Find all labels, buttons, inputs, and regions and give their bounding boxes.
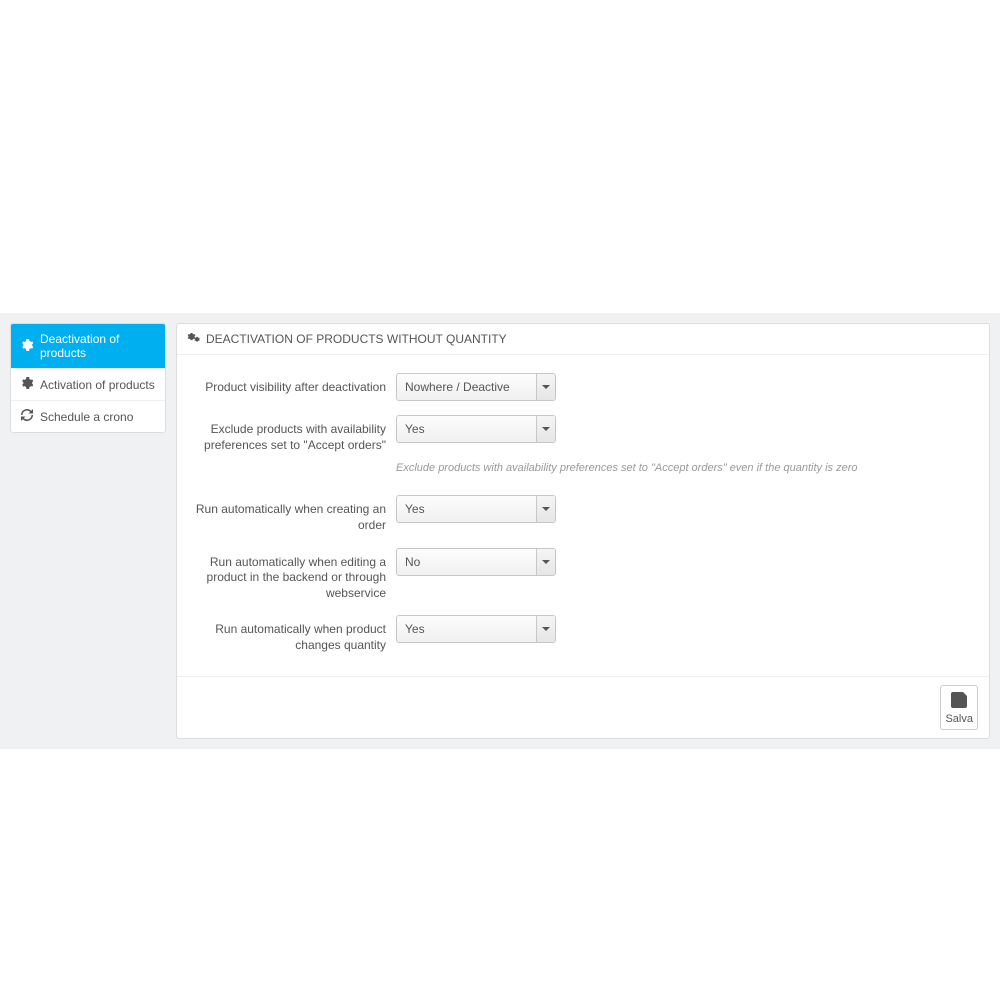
settings-panel: DEACTIVATION OF PRODUCTS WITHOUT QUANTIT… (176, 323, 990, 739)
field-run-on-order: Run automatically when creating an order… (192, 495, 974, 533)
sidebar-item-deactivation[interactable]: Deactivation of products (11, 324, 165, 369)
select-exclude[interactable]: Yes (396, 415, 556, 443)
field-visibility: Product visibility after deactivation No… (192, 373, 974, 401)
field-label: Run automatically when creating an order (192, 495, 386, 533)
help-row: Exclude products with availability prefe… (192, 457, 974, 475)
sidebar-item-activation[interactable]: Activation of products (11, 369, 165, 401)
panel-title: DEACTIVATION OF PRODUCTS WITHOUT QUANTIT… (206, 332, 507, 346)
page-wrap: Deactivation of products Activation of p… (0, 0, 1000, 749)
content-band: Deactivation of products Activation of p… (0, 313, 1000, 749)
select-input[interactable]: Yes (396, 495, 556, 523)
gears-icon (187, 331, 200, 347)
sidebar-item-label: Schedule a crono (40, 410, 133, 424)
panel-footer: Salva (177, 676, 989, 738)
gear-icon (21, 377, 33, 392)
sidebar: Deactivation of products Activation of p… (10, 323, 166, 433)
panel-body: Product visibility after deactivation No… (177, 355, 989, 676)
save-button[interactable]: Salva (940, 685, 978, 730)
field-label: Exclude products with availability prefe… (192, 415, 386, 453)
select-visibility[interactable]: Nowhere / Deactive (396, 373, 556, 401)
field-label: Product visibility after deactivation (192, 373, 386, 396)
select-run-qty[interactable]: Yes (396, 615, 556, 643)
select-input[interactable]: Yes (396, 415, 556, 443)
select-input[interactable]: Yes (396, 615, 556, 643)
sidebar-item-label: Activation of products (40, 378, 155, 392)
field-run-on-qty-change: Run automatically when product changes q… (192, 615, 974, 653)
select-input[interactable]: No (396, 548, 556, 576)
panel-heading: DEACTIVATION OF PRODUCTS WITHOUT QUANTIT… (177, 324, 989, 355)
sidebar-item-label: Deactivation of products (40, 332, 155, 360)
sidebar-item-schedule[interactable]: Schedule a crono (11, 401, 165, 432)
gear-icon (21, 339, 33, 354)
select-run-order[interactable]: Yes (396, 495, 556, 523)
field-label: Run automatically when product changes q… (192, 615, 386, 653)
save-icon (951, 692, 967, 711)
save-label: Salva (945, 713, 973, 725)
select-run-edit[interactable]: No (396, 548, 556, 576)
refresh-icon (21, 409, 33, 424)
field-label: Run automatically when editing a product… (192, 548, 386, 602)
field-run-on-edit: Run automatically when editing a product… (192, 548, 974, 602)
select-input[interactable]: Nowhere / Deactive (396, 373, 556, 401)
field-exclude-accept-orders: Exclude products with availability prefe… (192, 415, 974, 453)
field-help: Exclude products with availability prefe… (396, 461, 857, 475)
